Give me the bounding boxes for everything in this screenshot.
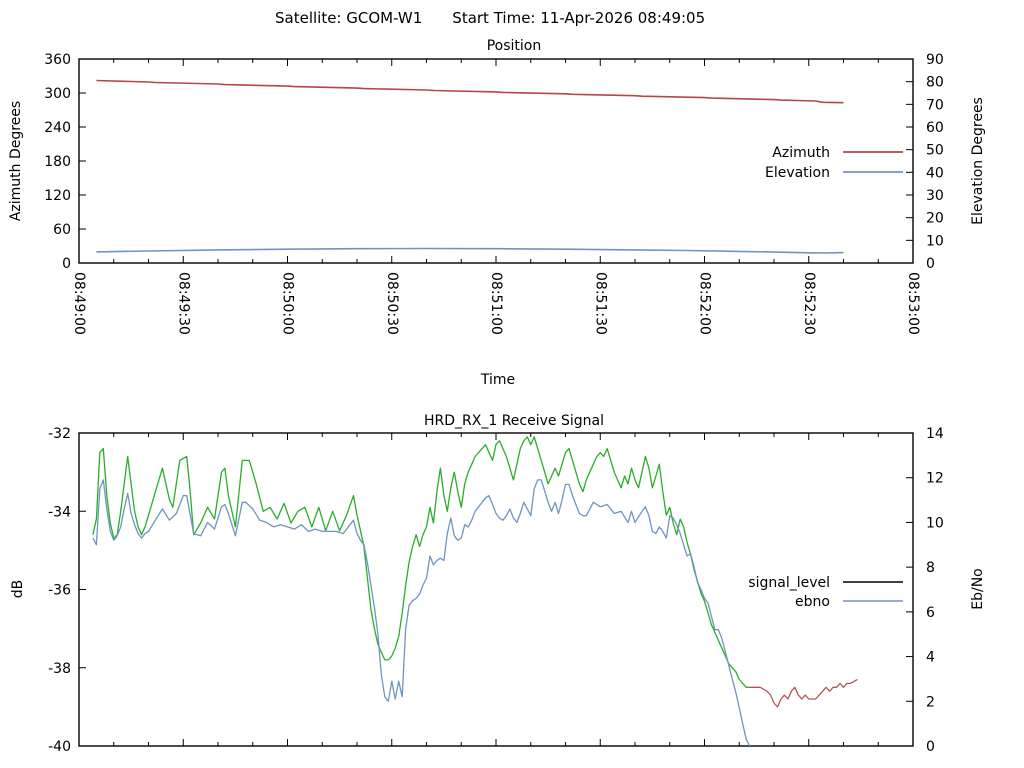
- legend-label-elevation: Elevation: [765, 165, 830, 181]
- y2-tick-label: 20: [926, 211, 944, 227]
- series-elevation: [96, 247, 844, 254]
- y-tick-label: 120: [44, 188, 71, 204]
- header-title: Satellite: GCOM-W1 Start Time: 11-Apr-202…: [275, 9, 705, 27]
- x-tick-label: 08:49:30: [175, 272, 191, 335]
- series-ebno: [92, 479, 751, 747]
- legend-label-signal-level: signal_level: [748, 575, 830, 591]
- position-legend: Azimuth Elevation: [765, 145, 903, 181]
- receive-signal-legend: signal_level ebno: [748, 575, 903, 610]
- y2-tick-label: 8: [926, 560, 935, 576]
- y2-tick-label: 50: [926, 143, 944, 159]
- x-tick-label: 08:52:30: [801, 272, 817, 335]
- y2-tick-label: 0: [926, 256, 935, 272]
- position-chart-title: Position: [487, 38, 542, 54]
- y2-tick-label: 2: [926, 694, 935, 710]
- header-satellite: Satellite: GCOM-W1: [275, 9, 422, 27]
- y2-tick-label: 14: [926, 426, 944, 442]
- receive-signal-plot-area: -32 -34 -36 -38 -40 0 2 4 6 8 10 12 14: [48, 426, 944, 755]
- position-y2label-elevation: Elevation Degrees: [970, 97, 986, 225]
- y-tick-label: -38: [48, 661, 71, 677]
- legend-label-ebno: ebno: [795, 594, 830, 610]
- y-tick-label: -36: [48, 583, 71, 599]
- x-tick-label: 08:49:00: [71, 272, 87, 335]
- series-signal-level-tail: [749, 678, 858, 708]
- y2-tick-label: 10: [926, 233, 944, 249]
- position-plot-area: 08:49:00 08:49:30 08:50:00 08:50:30 08:51:00…: [44, 52, 944, 335]
- y-tick-label: -34: [48, 504, 71, 520]
- position-xlabel-time: Time: [480, 372, 515, 388]
- receive-signal-chart-title: HRD_RX_1 Receive Signal: [424, 413, 604, 429]
- y-tick-label: 360: [44, 52, 71, 68]
- y-tick-label: 60: [53, 222, 71, 238]
- y-tick-label: 0: [62, 256, 71, 272]
- header-start-time: Start Time: 11-Apr-2026 08:49:05: [452, 9, 705, 27]
- plot-frame: [78, 58, 914, 264]
- y-tick-label: 300: [44, 86, 71, 102]
- y2-tick-label: 90: [926, 52, 944, 68]
- y2-tick-label: 10: [926, 515, 944, 531]
- y2-tick-label: 70: [926, 97, 944, 113]
- y-tick-label: -32: [48, 426, 71, 442]
- x-tick-label: 08:53:00: [905, 272, 921, 335]
- receive-signal-y2label-ebno: Eb/No: [970, 568, 986, 610]
- y2-tick-label: 60: [926, 120, 944, 136]
- y-tick-label: -40: [48, 739, 71, 755]
- legend-label-azimuth: Azimuth: [772, 145, 830, 161]
- receive-signal-ylabel-db: dB: [10, 580, 26, 599]
- x-tick-label: 08:51:30: [592, 272, 608, 335]
- y2-tick-label: 80: [926, 75, 944, 91]
- y2-tick-label: 30: [926, 188, 944, 204]
- y2-tick-label: 0: [926, 739, 935, 755]
- series-azimuth: [96, 79, 844, 104]
- x-tick-label: 08:50:00: [280, 272, 296, 335]
- y2-tick-label: 40: [926, 165, 944, 181]
- y-tick-label: 240: [44, 120, 71, 136]
- y2-tick-label: 4: [926, 650, 935, 666]
- y2-tick-label: 6: [926, 605, 935, 621]
- y2-tick-label: 12: [926, 471, 944, 487]
- series-signal-level: [92, 436, 750, 688]
- x-tick-label: 08:52:00: [697, 272, 713, 335]
- x-tick-label: 08:50:30: [384, 272, 400, 335]
- position-ylabel-azimuth: Azimuth Degrees: [8, 101, 24, 221]
- x-tick-label: 08:51:00: [488, 272, 504, 335]
- y-tick-label: 180: [44, 154, 71, 170]
